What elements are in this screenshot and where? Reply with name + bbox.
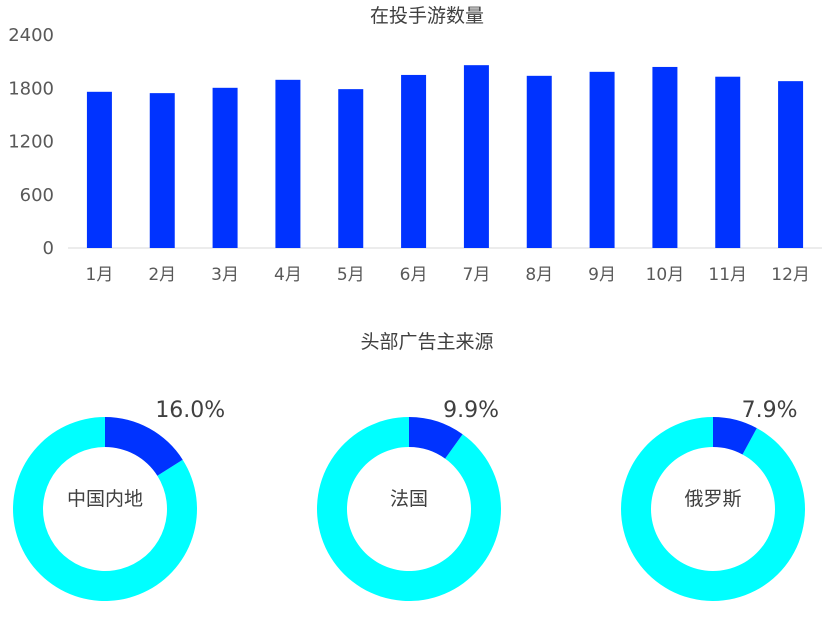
bar [149, 93, 175, 248]
x-category-label: 8月 [525, 265, 553, 285]
bar [589, 71, 615, 248]
donut-center-label: 法国 [390, 488, 428, 510]
donut-chart: 俄罗斯 7.9% [621, 398, 805, 602]
bar [212, 87, 238, 249]
x-category-label: 11月 [708, 265, 747, 285]
donut-slice-share [105, 417, 183, 476]
x-category-label: 1月 [86, 265, 114, 285]
donut-slice-rest [621, 417, 805, 602]
x-category-label: 3月 [211, 265, 239, 285]
bar [401, 74, 427, 248]
bar [652, 66, 678, 248]
x-category-label: 9月 [588, 265, 616, 285]
y-tick-label: 600 [20, 185, 54, 206]
bar [715, 76, 741, 249]
x-category-label: 4月 [274, 265, 302, 285]
bar-series [86, 65, 804, 249]
donut-value-label: 16.0% [155, 398, 225, 423]
bar [275, 79, 301, 248]
bar [86, 91, 112, 248]
x-category-label: 10月 [646, 265, 685, 285]
x-category-label: 12月 [771, 265, 810, 285]
donut-value-label: 9.9% [443, 398, 499, 423]
x-category-label: 2月 [148, 265, 176, 285]
y-axis-tick-labels: 0 600 1200 1800 2400 [8, 25, 54, 259]
donut-chart: 中国内地 16.0% [12, 398, 225, 601]
donut-slice-rest [12, 417, 197, 601]
y-tick-label: 0 [43, 238, 54, 259]
x-category-label: 7月 [463, 265, 491, 285]
donut-slice-share [409, 417, 463, 459]
donut-center-label: 中国内地 [67, 488, 143, 510]
donut-charts: 中国内地 16.0% 法国 9.9% 俄罗斯 7.9% [12, 398, 805, 602]
y-tick-label: 1200 [8, 132, 54, 153]
donut-slice-share [713, 417, 757, 455]
y-tick-label: 2400 [8, 25, 54, 46]
donut-chart: 法国 9.9% [317, 398, 501, 602]
x-category-label: 5月 [337, 265, 365, 285]
bar [338, 89, 364, 248]
donut-slice-rest [317, 417, 501, 602]
y-tick-label: 1800 [8, 78, 54, 99]
x-axis-category-labels: 1月 2月 3月 4月 5月 6月 7月 8月 9月 10月 11月 12月 [86, 265, 810, 285]
donut-section-title: 头部广告主来源 [360, 331, 493, 353]
donut-value-label: 7.9% [742, 398, 798, 423]
bar-chart-title: 在投手游数量 [370, 5, 484, 27]
donut-center-label: 俄罗斯 [684, 488, 741, 510]
bar [526, 75, 552, 248]
x-category-label: 6月 [400, 265, 428, 285]
bar [778, 81, 804, 249]
bar [463, 65, 489, 248]
